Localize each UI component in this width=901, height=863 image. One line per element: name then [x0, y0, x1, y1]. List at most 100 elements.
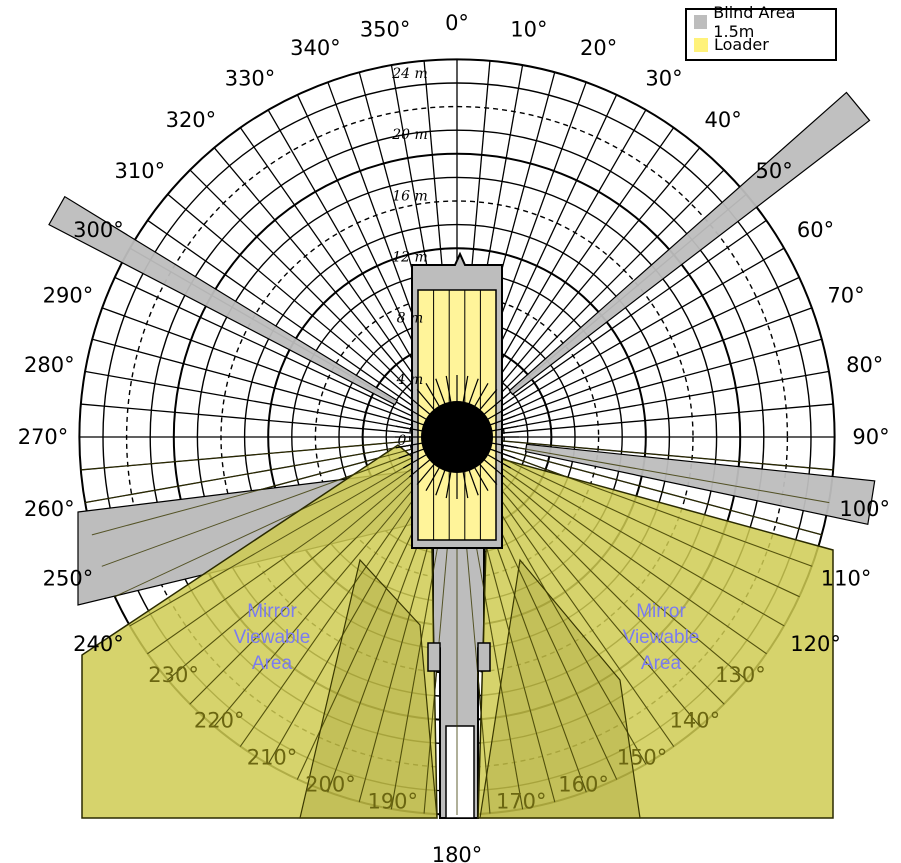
angle-label-70: 70°: [827, 283, 864, 307]
radial-spoke: [91, 338, 458, 438]
angle-label-90: 90°: [852, 425, 889, 449]
hub-spoke: [425, 383, 458, 438]
angle-labels: 0° 10° 20° 30° 40° 50° 60° 70° 80° 90° 100° 110° 120…: [18, 11, 890, 863]
radial-spoke-overlay: [84, 436, 458, 504]
angle-label-20: 20°: [580, 36, 617, 60]
radial-spoke-overlay: [114, 436, 458, 598]
radial-spoke-overlay: [456, 436, 800, 598]
angle-label-220: 220°: [194, 708, 245, 732]
angle-label-10: 10°: [510, 17, 547, 41]
hub-spoke: [456, 405, 511, 438]
radial-spoke: [456, 247, 785, 438]
hub-spoke: [398, 415, 458, 438]
range-label-0: 0: [398, 433, 407, 449]
radial-spoke-overlay: [80, 436, 458, 471]
angle-label-330: 330°: [225, 66, 276, 90]
mirror-subzone-right: [479, 558, 641, 819]
radial-spoke-overlay: [167, 436, 458, 681]
legend-label-blind-area: Blind Area 1.5m: [713, 2, 796, 41]
blind-wedge-left-upper: [48, 195, 399, 406]
hub-spoke: [456, 383, 489, 438]
radial-spoke: [101, 307, 458, 438]
hub-spoke: [456, 436, 498, 485]
hub-spoke: [398, 436, 458, 459]
angle-label-270: 270°: [18, 425, 69, 449]
radial-spoke: [456, 403, 834, 438]
rear-visible-gap: [445, 725, 475, 819]
loader-swatch: [694, 37, 708, 52]
hub-spoke: [425, 436, 458, 491]
angle-label-190: 190°: [367, 789, 418, 813]
hub-spoke: [456, 396, 505, 438]
legend: Blind Area 1.5m Loader: [685, 3, 837, 61]
angle-label-320: 320°: [166, 108, 217, 132]
radial-spoke: [456, 338, 823, 438]
radial-spoke: [456, 307, 813, 438]
angle-label-300: 300°: [73, 218, 124, 242]
radial-spoke-overlay: [456, 436, 813, 567]
radial-spoke-overlay: [147, 436, 458, 655]
mirror-label-left: Mirror Viewable Area: [234, 601, 311, 674]
mirror-left-line2: Viewable: [234, 627, 311, 648]
hub-spoke: [403, 405, 458, 438]
angle-label-340: 340°: [290, 36, 341, 60]
range-labels: 0 4 m 8 m 12 m 16 m 20 m 24 m: [391, 66, 428, 449]
angle-label-150: 150°: [617, 745, 668, 769]
angle-label-50: 50°: [756, 159, 793, 183]
angle-label-290: 290°: [43, 283, 94, 307]
angle-label-100: 100°: [839, 497, 890, 521]
radial-spoke-overlay: [456, 436, 834, 471]
angle-label-210: 210°: [247, 745, 298, 769]
angle-label-30: 30°: [645, 66, 682, 90]
mirror-label-right: Mirror Viewable Area: [623, 601, 700, 674]
blind-wedge-right-upper: [508, 91, 871, 396]
hub-spoke: [456, 415, 516, 438]
range-label-6: 24 m: [391, 66, 428, 82]
radial-spoke: [146, 219, 458, 438]
hub-spoke: [456, 436, 505, 478]
radial-spoke-overlay: [129, 436, 458, 627]
mirror-left-line3: Area: [252, 653, 293, 674]
angle-label-230: 230°: [148, 663, 199, 687]
angle-label-160: 160°: [558, 773, 609, 797]
hub-spoke: [403, 436, 458, 469]
angle-label-0: 0°: [445, 11, 469, 35]
radial-spoke-overlay: [456, 436, 823, 536]
radial-spoke: [167, 193, 458, 438]
hub-spoke: [456, 436, 516, 459]
mirror-right-line2: Viewable: [623, 627, 700, 648]
hub-spoke: [445, 436, 458, 499]
hub-spoke: [456, 436, 511, 469]
hub-spoke: [456, 378, 479, 438]
radial-spoke: [456, 370, 830, 438]
hub-spoke: [456, 436, 469, 499]
hub-spoke: [395, 436, 458, 449]
angle-label-350: 350°: [360, 17, 411, 41]
hub-spoke: [435, 378, 458, 438]
radial-spoke-overlay: [456, 436, 830, 504]
radial-spoke-overlay: [101, 436, 458, 567]
radial-spoke: [114, 276, 458, 438]
angle-label-40: 40°: [704, 108, 741, 132]
blind-area-swatch: [694, 14, 708, 29]
corridor-notch-right: [477, 642, 491, 672]
angle-label-200: 200°: [305, 773, 356, 797]
angle-label-140: 140°: [670, 708, 721, 732]
hub-spoke: [456, 389, 498, 438]
mirror-right-line1: Mirror: [636, 601, 686, 622]
angle-label-60: 60°: [797, 218, 834, 242]
radial-spoke: [456, 219, 768, 438]
radial-spoke: [456, 276, 800, 438]
radial-spoke: [84, 370, 458, 438]
hub-spoke: [456, 425, 519, 438]
angle-label-280: 280°: [24, 353, 75, 377]
angle-label-180: 180°: [432, 843, 483, 863]
range-label-5: 20 m: [391, 127, 428, 143]
range-label-1: 4 m: [396, 372, 424, 388]
angle-label-260: 260°: [24, 497, 75, 521]
legend-item-blind-area: Blind Area 1.5m: [687, 3, 835, 41]
radial-spoke-overlay: [91, 436, 458, 536]
radial-spoke-overlay: [456, 436, 747, 681]
